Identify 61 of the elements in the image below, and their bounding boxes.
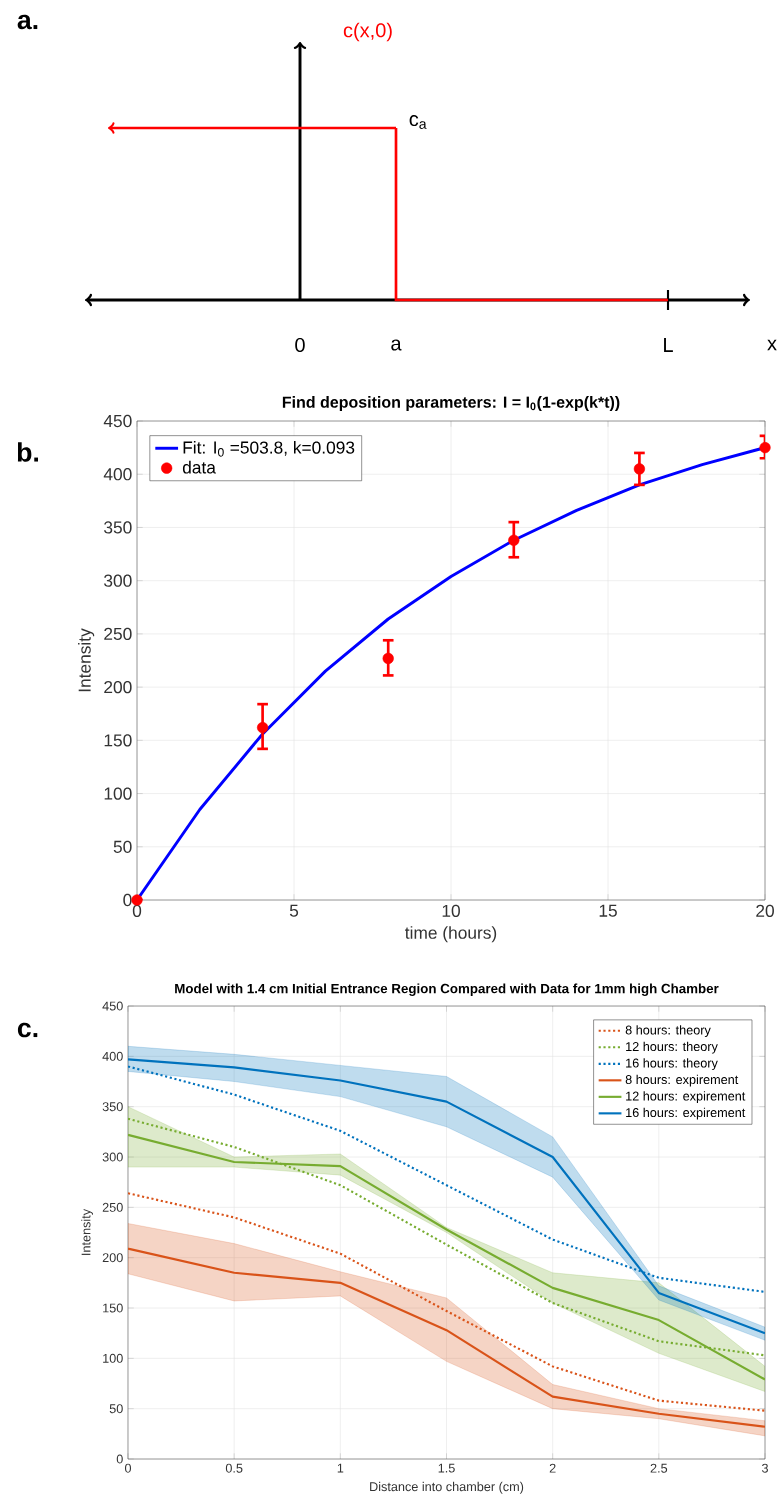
x-tick-label: 15 [599, 904, 617, 917]
legend-label: 8 hours: theory [625, 1025, 711, 1038]
point [633, 463, 646, 475]
line-series [128, 1192, 766, 1412]
text: x [767, 339, 777, 351]
y-axis-title: Intensity [81, 1208, 94, 1255]
y-tick-label: 400 [102, 1051, 123, 1061]
legend-label: 8 hours: expirement [625, 1074, 739, 1087]
legend-label: 12 hours: expirement [626, 1091, 746, 1104]
text: c$_{a}$ [409, 115, 427, 129]
legend-label: data [182, 460, 216, 474]
text: a [391, 339, 402, 351]
y-tick-label: 150 [103, 1303, 123, 1313]
x-tick-label: 20 [756, 904, 774, 917]
y-tick-label: 250 [104, 627, 132, 641]
y-tick-label: 150 [104, 734, 132, 747]
x-tick-label: 2 [549, 1463, 556, 1473]
point [508, 534, 520, 546]
legend-label: 12 hours: theory [626, 1041, 718, 1054]
y-tick-label: 100 [103, 1353, 123, 1363]
point [759, 442, 771, 454]
y-tick-label: 300 [104, 574, 132, 587]
y-tick-label: 400 [103, 468, 132, 481]
x-tick-label: 1.5 [438, 1463, 455, 1473]
x-tick-label: 0 [132, 904, 142, 917]
text: L [664, 338, 673, 352]
y-tick-label: 450 [102, 1001, 123, 1011]
x-tick-label: 1 [337, 1463, 344, 1473]
y-tick-label: 100 [104, 787, 132, 800]
y-tick-label: 50 [109, 1404, 123, 1414]
legend-label: 16 hours: theory [626, 1058, 718, 1071]
point [382, 652, 394, 664]
point [257, 721, 269, 734]
y-tick-label: 200 [104, 680, 132, 694]
y-tick-label: 0 [123, 893, 132, 907]
text: a. [17, 14, 38, 30]
y-tick-label: 350 [102, 1102, 123, 1112]
y-tick-label: 200 [102, 1253, 123, 1263]
x-axis-title: Distance into chamber (cm) [370, 1481, 524, 1494]
line-series [128, 1247, 766, 1428]
y-tick-label: 300 [102, 1152, 123, 1162]
legend-label: Fit: I$_{0}$ =503.8, k=0.093 [183, 440, 355, 457]
x-tick-label: 5 [289, 904, 299, 917]
y-tick-label: 50 [113, 840, 132, 853]
y-axis-title: Intensity [78, 628, 95, 692]
y-tick-label: 250 [102, 1202, 123, 1212]
text: c. [17, 1022, 38, 1038]
x-tick-label: 2.5 [650, 1463, 668, 1473]
text: 0 [295, 337, 305, 353]
y-tick-label: 450 [103, 414, 132, 428]
x-axis-title: time (hours) [405, 926, 497, 943]
text: b. [17, 442, 39, 462]
y-tick-label: 0 [116, 1454, 123, 1464]
x-tick-label: 10 [442, 904, 460, 917]
x-tick-label: 3 [761, 1463, 768, 1473]
legend-label: 16 hours: expirement [626, 1107, 746, 1120]
chart-title: Model with 1.4 cm Initial Entrance Region Compared with Data for 1mm high Chamber [175, 983, 719, 996]
chart-title: Find deposition parameters: I = I$_{0}$(1-exp(k*t)) [282, 396, 620, 411]
x-tick-label: 0.5 [225, 1463, 243, 1473]
text: c(x,0) [343, 22, 392, 42]
y-tick-label: 350 [104, 521, 132, 534]
